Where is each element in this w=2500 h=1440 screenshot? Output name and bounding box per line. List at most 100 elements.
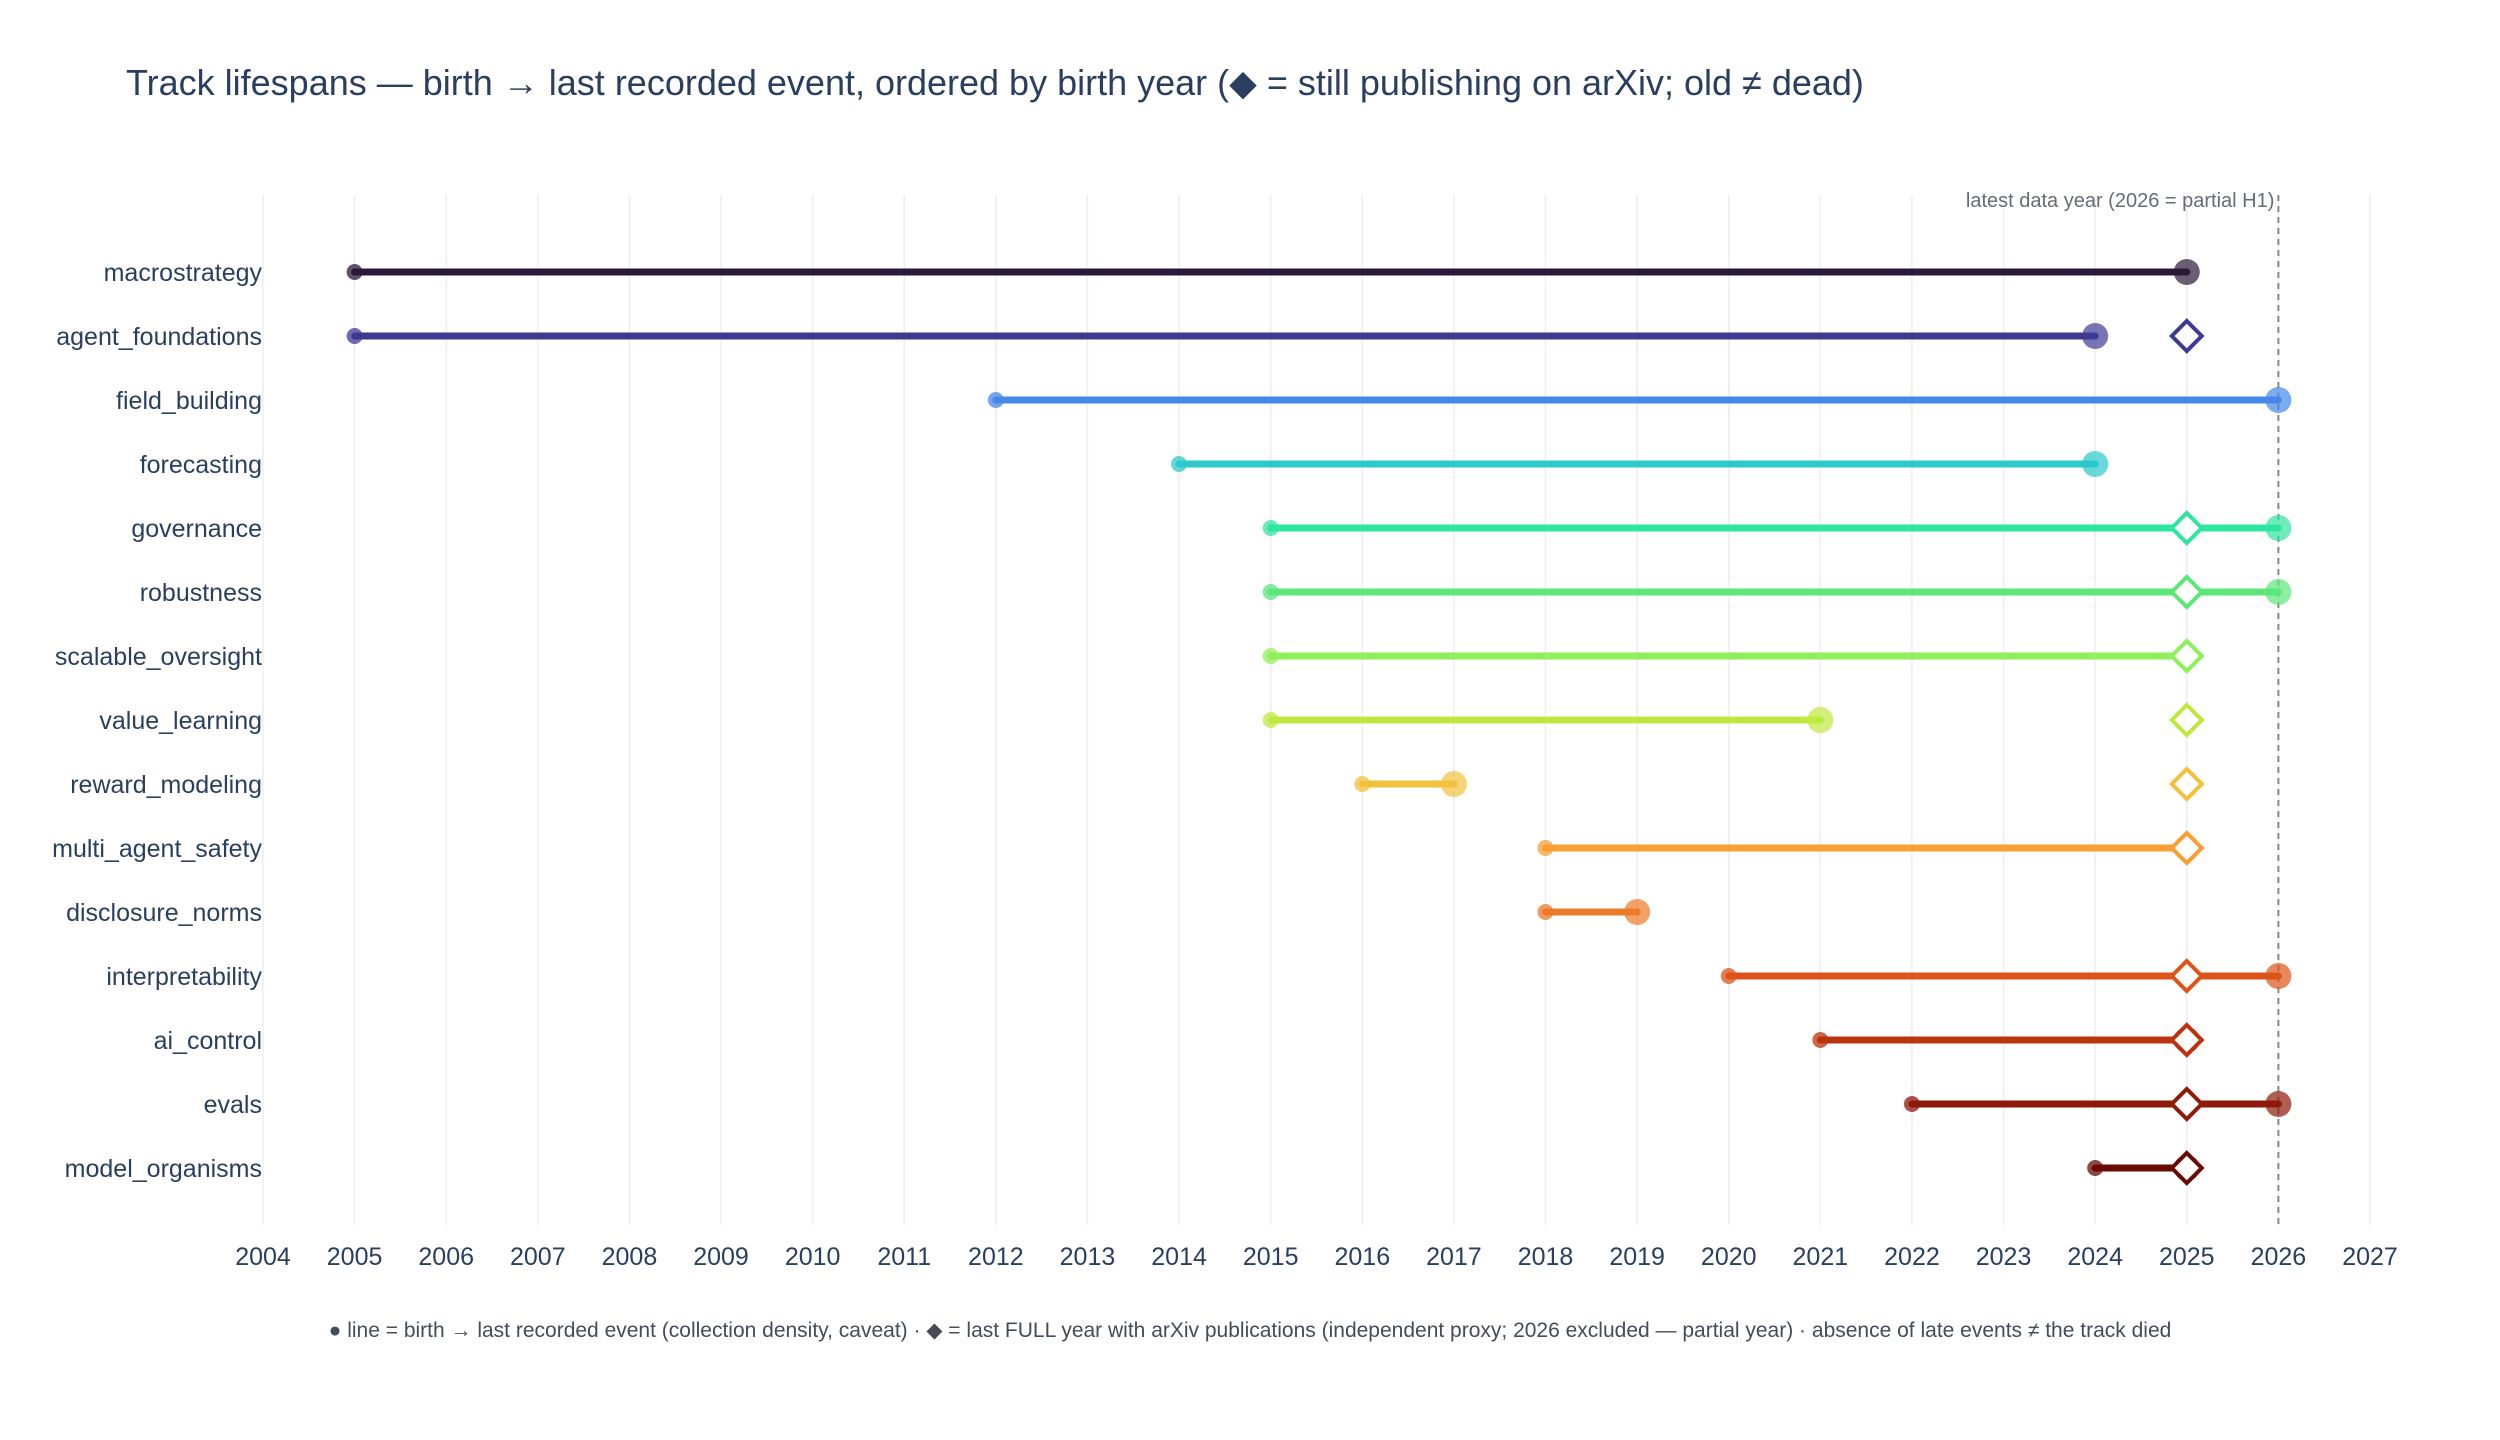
x-tick-label-2023: 2023 [1976,1243,2032,1271]
arxiv-diamond-marker [2168,1086,2205,1122]
track-series [346,259,2292,1186]
birth-marker [1262,712,1279,728]
reference-line-label: latest data year (2026 = partial H1) [1966,190,2275,212]
y-label-disclosure_norms: disclosure_norms [66,899,262,927]
x-tick-label-2016: 2016 [1334,1243,1390,1271]
birth-marker [1537,904,1554,920]
x-tick-label-2019: 2019 [1609,1243,1665,1271]
birth-marker [1262,584,1279,600]
x-tick-label-2025: 2025 [2159,1243,2215,1271]
y-label-value_learning: value_learning [99,707,262,735]
track-governance [1262,510,2292,546]
last-event-marker [2082,451,2109,477]
y-label-field_building: field_building [116,387,262,415]
track-disclosure_norms [1537,899,1651,925]
y-label-ai_control: ai_control [154,1027,262,1055]
arxiv-diamond-marker [2168,574,2205,610]
x-tick-label-2022: 2022 [1884,1243,1940,1271]
x-tick-label-2017: 2017 [1426,1243,1482,1271]
track-forecasting [1171,451,2109,477]
grid-lines [262,195,2371,1225]
arxiv-diamond-marker [2168,318,2205,354]
y-label-model_organisms: model_organisms [65,1155,262,1183]
y-label-reward_modeling: reward_modeling [70,771,262,799]
last-event-marker [2265,579,2292,605]
track-field_building [987,387,2292,413]
x-tick-label-2006: 2006 [418,1243,474,1271]
x-tick-label-2014: 2014 [1151,1243,1207,1271]
y-label-interpretability: interpretability [106,963,262,991]
track-value_learning [1262,702,2205,738]
x-tick-label-2027: 2027 [2342,1243,2398,1271]
last-event-marker [2173,259,2200,285]
x-tick-label-2012: 2012 [968,1243,1024,1271]
x-tick-label-2013: 2013 [1060,1243,1116,1271]
last-event-marker [2265,515,2292,541]
y-label-scalable_oversight: scalable_oversight [55,643,262,671]
track-macrostrategy [346,259,2200,285]
x-tick-label-2005: 2005 [327,1243,383,1271]
y-label-evals: evals [204,1091,262,1119]
birth-marker [1354,776,1371,792]
track-scalable_oversight [1262,638,2205,674]
x-tick-label-2024: 2024 [2067,1243,2123,1271]
x-tick-label-2015: 2015 [1243,1243,1299,1271]
chart-footnote: ● line = birth → last recorded event (co… [328,1319,2172,1342]
birth-marker [2087,1160,2104,1176]
track-robustness [1262,574,2292,610]
birth-marker [987,392,1004,408]
x-tick-label-2026: 2026 [2251,1243,2307,1271]
x-tick-label-2009: 2009 [693,1243,749,1271]
y-label-multi_agent_safety: multi_agent_safety [52,835,262,863]
track-model_organisms [2087,1150,2205,1186]
arxiv-diamond-marker [2168,702,2205,738]
x-tick-label-2011: 2011 [877,1243,931,1271]
x-tick-label-2010: 2010 [785,1243,841,1271]
birth-marker [1262,648,1279,664]
track-ai_control [1812,1022,2205,1058]
arxiv-diamond-marker [2168,1022,2205,1058]
x-tick-label-2004: 2004 [235,1243,291,1271]
birth-marker [1537,840,1554,856]
x-tick-label-2008: 2008 [602,1243,658,1271]
x-axis-ticks: 2004 2005 2006 2007 2008 2009 2010 2011 2012 2013… [235,1243,2398,1271]
y-label-forecasting: forecasting [140,451,262,479]
arxiv-diamond-marker [2168,638,2205,674]
x-tick-label-2007: 2007 [510,1243,566,1271]
birth-marker [1171,456,1188,472]
x-tick-label-2021: 2021 [1793,1243,1849,1271]
track-reward_modeling [1354,766,2205,802]
x-tick-label-2018: 2018 [1518,1243,1574,1271]
last-event-marker [2265,387,2292,413]
last-event-marker [2082,323,2109,349]
birth-marker [1720,968,1737,984]
y-label-robustness: robustness [140,579,262,607]
y-label-macrostrategy: macrostrategy [104,259,263,287]
last-event-marker [1440,771,1467,797]
reference-line-group: latest data year (2026 = partial H1) [1966,190,2280,1225]
arxiv-diamond-marker [2168,830,2205,866]
track-agent_foundations [346,318,2205,354]
track-interpretability [1720,958,2292,994]
birth-marker [1903,1096,1920,1112]
y-label-agent_foundations: agent_foundations [56,323,262,351]
chart-title: Track lifespans — birth → last recorded … [126,62,1864,103]
birth-marker [346,328,363,344]
last-event-marker [2265,1091,2292,1117]
birth-marker [1262,520,1279,536]
y-label-governance: governance [131,515,262,543]
last-event-marker [1807,707,1834,733]
y-axis-labels: macrostrategy agent_foundations field_buil… [52,259,262,1183]
arxiv-diamond-marker [2168,766,2205,802]
x-tick-label-2020: 2020 [1701,1243,1757,1271]
track-multi_agent_safety [1537,830,2205,866]
birth-marker [1812,1032,1829,1048]
arxiv-diamond-marker [2168,958,2205,994]
last-event-marker [1624,899,1651,925]
last-event-marker [2265,963,2292,989]
arxiv-diamond-marker [2168,510,2205,546]
arxiv-diamond-marker [2168,1150,2205,1186]
birth-marker [346,264,363,280]
track-evals [1903,1086,2292,1122]
